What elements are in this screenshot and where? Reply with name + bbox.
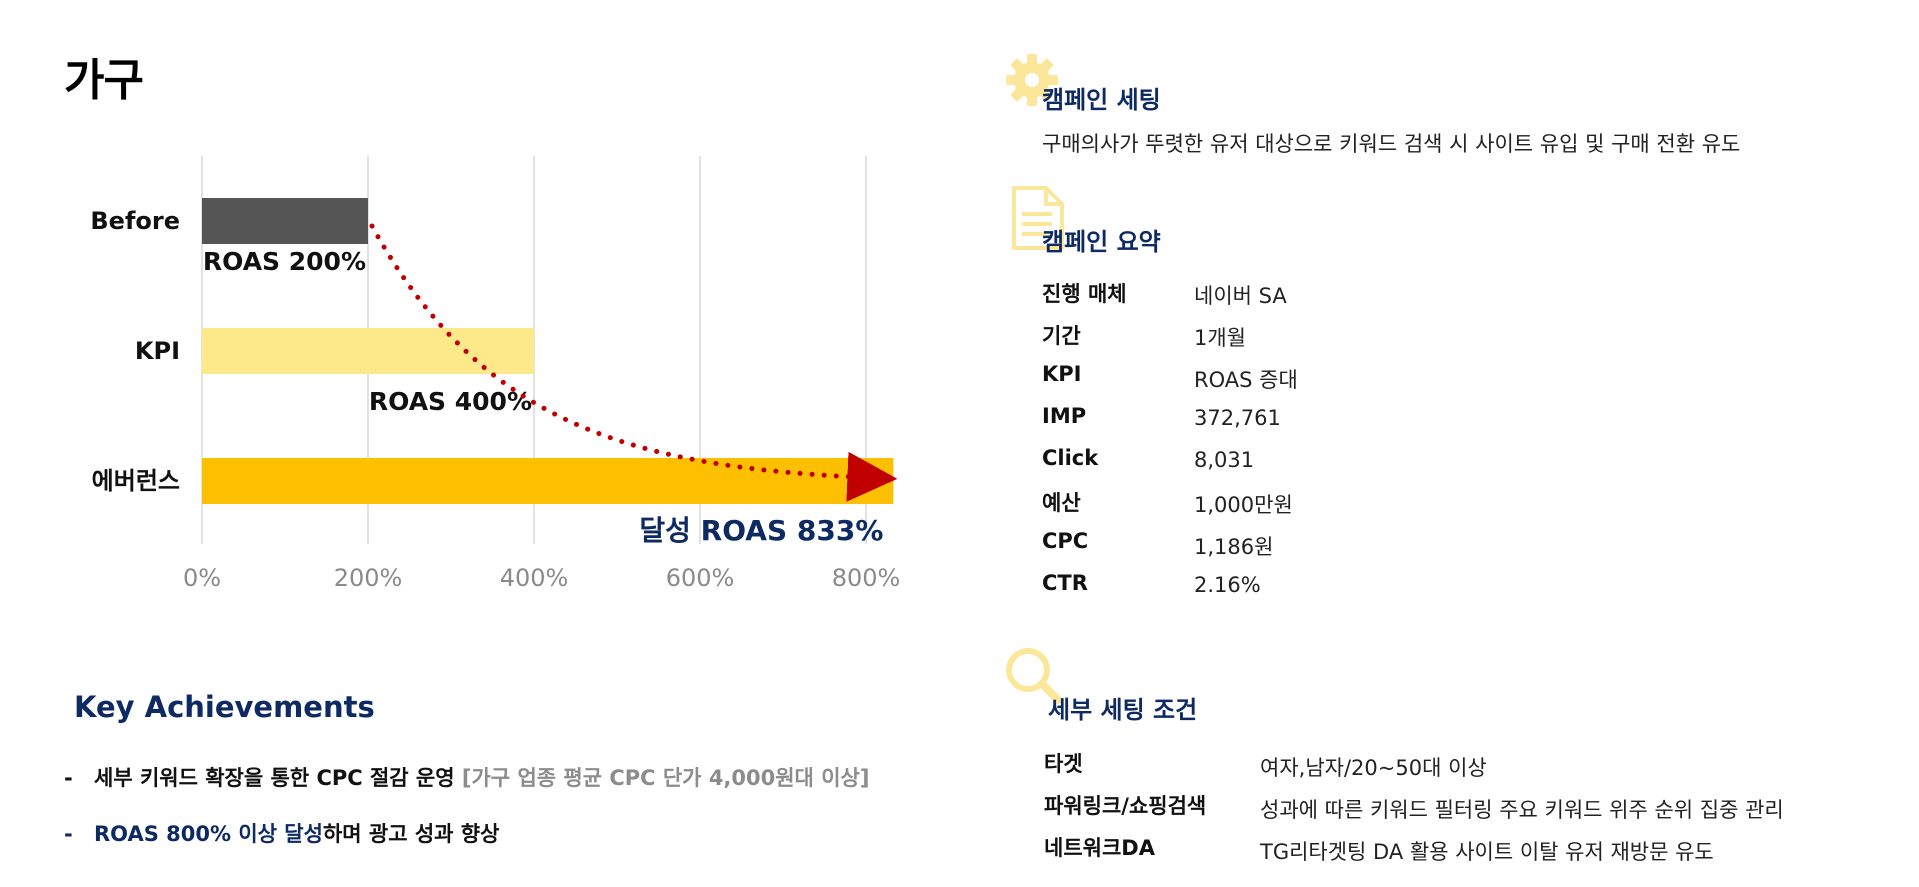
category-label: 에버런스: [92, 467, 180, 495]
detail-key: 파워링크/쇼핑검색: [1044, 794, 1207, 818]
summary-value: 8,031: [1194, 448, 1255, 472]
bar-3: [202, 458, 894, 504]
bullet-dash: -: [64, 822, 73, 846]
x-tick-label: 200%: [334, 564, 403, 592]
roas-bar-chart: Before KPI 에버런스 ROAS 200% ROAS 400% 달성 ROAS …: [90, 156, 900, 592]
chart-x-axis-ticks: 0% 200% 400% 600% 800%: [183, 564, 900, 592]
document-icon: [1012, 186, 1064, 250]
summary-value: ROAS 증대: [1194, 368, 1298, 392]
x-tick-label: 400%: [500, 564, 569, 592]
summary-key: Click: [1042, 446, 1099, 470]
key-achievements-title: Key Achievements: [74, 690, 375, 724]
data-label: 달성 ROAS 833%: [639, 514, 883, 547]
x-tick-label: 0%: [183, 564, 221, 592]
bar-2: [202, 328, 534, 374]
summary-key: CTR: [1042, 571, 1088, 595]
summary-value: 2.16%: [1194, 573, 1261, 597]
achievement-text: 을 통한 CPC 절감 운영: [243, 766, 462, 790]
chart-data-labels: ROAS 200% ROAS 400% 달성 ROAS 833%: [203, 247, 884, 547]
detail-value: 여자,남자/20~50대 이상: [1260, 756, 1487, 780]
chart-bars: [202, 198, 894, 504]
summary-value: 1,000만원: [1194, 493, 1293, 517]
detail-value: 성과에 따른 키워드 필터링 주요 키워드 위주 순위 집중 관리: [1260, 798, 1784, 822]
bullet-dash: -: [64, 766, 73, 790]
detail-value: TG리타겟팅 DA 활용 사이트 이탈 유저 재방문 유도: [1260, 840, 1714, 864]
magnifier-icon: [1004, 646, 1064, 706]
data-label: ROAS 200%: [203, 247, 366, 276]
detail-setting-title: 세부 세팅 조건: [1048, 696, 1198, 724]
x-tick-label: 800%: [832, 564, 901, 592]
summary-value: 1,186원: [1194, 535, 1274, 559]
detail-key: 네트워크DA: [1044, 836, 1155, 860]
chart-category-labels: Before KPI 에버런스: [90, 207, 180, 495]
achievement-item: - ROAS 800% 이상 달성하며 광고 성과 향상: [64, 818, 499, 848]
gear-icon: [1004, 52, 1060, 108]
summary-key: 기간: [1042, 324, 1081, 348]
achievement-highlight: 세부 키워드 확장: [94, 766, 244, 790]
detail-key: 타겟: [1044, 752, 1083, 776]
category-label: Before: [90, 207, 180, 235]
x-tick-label: 600%: [666, 564, 735, 592]
achievement-item: - 세부 키워드 확장을 통한 CPC 절감 운영 [가구 업종 평균 CPC 단…: [64, 762, 869, 792]
campaign-summary-title: 캠페인 요약: [1042, 228, 1161, 256]
achievement-highlight: ROAS 800% 이상 달성: [94, 822, 323, 846]
summary-value: 372,761: [1194, 406, 1281, 430]
data-label: ROAS 400%: [369, 387, 532, 416]
summary-value: 1개월: [1194, 326, 1247, 350]
summary-key: 예산: [1042, 491, 1081, 515]
summary-key: KPI: [1042, 362, 1082, 386]
campaign-setting-description: 구매의사가 뚜렷한 유저 대상으로 키워드 검색 시 사이트 유입 및 구매 전…: [1042, 132, 1741, 156]
achievement-text: 하며 광고 성과 향상: [322, 822, 500, 846]
category-label: KPI: [135, 337, 180, 365]
summary-value: 네이버 SA: [1194, 284, 1287, 308]
summary-key: IMP: [1042, 404, 1087, 428]
summary-key: CPC: [1042, 529, 1089, 553]
campaign-setting-title: 캠페인 세팅: [1042, 86, 1161, 114]
achievement-note: [가구 업종 평균 CPC 단가 4,000원대 이상]: [461, 766, 870, 790]
page-title: 가구: [64, 55, 144, 106]
summary-key: 진행 매체: [1042, 282, 1127, 306]
bar-1: [202, 198, 368, 244]
